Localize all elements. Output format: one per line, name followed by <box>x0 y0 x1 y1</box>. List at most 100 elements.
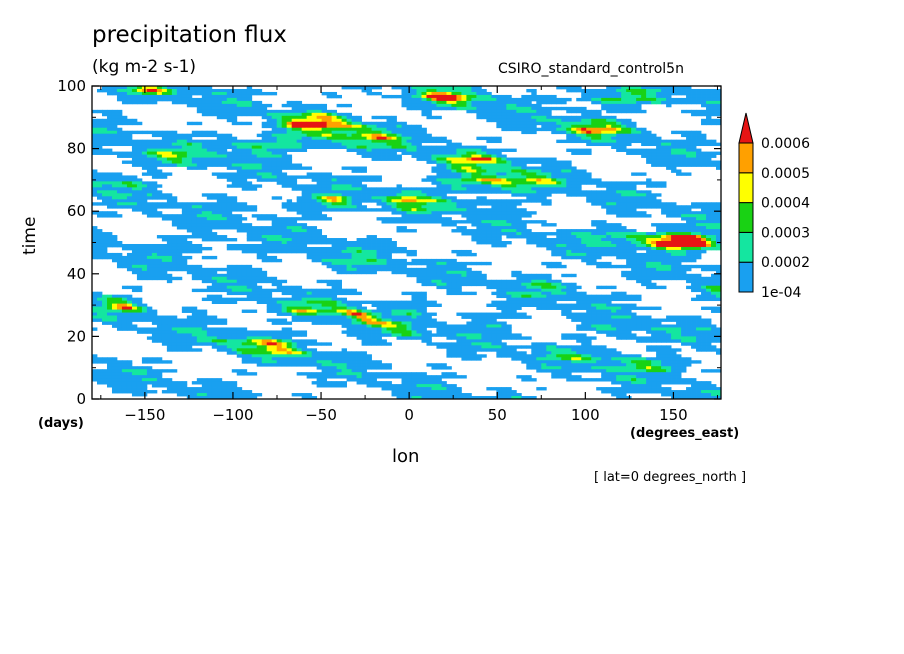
field-cell <box>541 199 547 203</box>
x-axis-unit: (degrees_east) <box>630 426 740 441</box>
field-cell <box>496 187 502 191</box>
field-cell <box>216 175 223 179</box>
field-cell <box>156 258 163 263</box>
field-cell <box>246 86 253 90</box>
field-cell <box>361 246 367 251</box>
field-cell <box>256 109 263 114</box>
field-cell <box>156 243 163 248</box>
field-cell <box>521 103 527 108</box>
field-cell <box>646 246 652 251</box>
field-cell <box>501 214 507 218</box>
field-cell <box>626 151 632 155</box>
field-cell <box>691 205 697 209</box>
field-cell <box>496 169 502 173</box>
field-cell <box>701 205 707 209</box>
field-cell <box>566 163 572 167</box>
field-cell <box>186 142 193 147</box>
field-cell <box>426 199 432 203</box>
field-cell <box>411 91 417 96</box>
field-cell <box>651 163 657 167</box>
field-cell <box>226 214 233 218</box>
field-cell <box>551 243 557 248</box>
field-cell <box>316 187 323 191</box>
field-cell <box>266 118 273 123</box>
field-cell <box>491 169 497 173</box>
field-cell <box>691 235 697 239</box>
field-cell <box>571 118 577 123</box>
field-cell <box>551 264 557 269</box>
field-cell <box>146 154 153 158</box>
field-cell <box>566 273 572 278</box>
field-cell <box>671 273 677 278</box>
field-cell <box>106 133 113 138</box>
field-cell <box>541 178 547 182</box>
field-cell <box>306 175 313 179</box>
field-cell <box>376 238 382 242</box>
field-cell <box>701 157 707 161</box>
field-cell <box>231 121 238 126</box>
field-cell <box>676 246 682 251</box>
field-cell <box>306 172 313 176</box>
field-cell <box>426 193 432 197</box>
field-cell <box>556 252 562 257</box>
field-cell <box>226 145 233 149</box>
field-cell <box>566 88 572 93</box>
field-cell <box>501 220 507 224</box>
field-cell <box>111 139 118 144</box>
field-cell <box>451 100 457 105</box>
field-cell <box>121 160 128 164</box>
field-cell <box>286 229 293 233</box>
field-cell <box>506 220 512 224</box>
field-cell <box>361 178 367 182</box>
field-cell <box>121 91 128 96</box>
field-cell <box>671 238 677 242</box>
field-cell <box>611 193 617 197</box>
field-cell <box>541 196 547 200</box>
field-cell <box>156 94 163 99</box>
field-cell <box>301 235 308 239</box>
field-cell <box>271 232 278 236</box>
field-cell <box>546 190 552 194</box>
field-cell <box>636 232 642 236</box>
field-cell <box>411 142 417 147</box>
field-cell <box>366 154 372 158</box>
field-cell <box>431 217 437 221</box>
field-cell <box>216 94 223 99</box>
field-cell <box>701 109 707 114</box>
field-cell <box>696 88 702 93</box>
field-cell <box>146 243 153 248</box>
field-cell <box>141 148 148 152</box>
field-cell <box>156 235 163 239</box>
field-cell <box>136 142 143 147</box>
field-cell <box>536 190 542 194</box>
field-cell <box>331 127 338 132</box>
field-cell <box>281 249 288 254</box>
field-cell <box>361 142 367 147</box>
field-cell <box>156 142 163 147</box>
field-cell <box>651 133 657 138</box>
field-cell <box>146 273 153 278</box>
field-cell <box>291 226 298 230</box>
field-cell <box>206 232 213 236</box>
field-cell <box>406 229 412 233</box>
field-cell <box>396 246 402 251</box>
field-cell <box>651 223 657 227</box>
field-cell <box>236 276 243 281</box>
field-cell <box>716 112 721 117</box>
field-cell <box>636 270 642 275</box>
field-cell <box>236 208 243 212</box>
field-cell <box>111 124 118 129</box>
field-cell <box>166 196 173 200</box>
field-cell <box>456 261 462 266</box>
field-cell <box>221 133 228 138</box>
field-cell <box>116 243 123 248</box>
field-cell <box>656 226 662 230</box>
field-cell <box>671 226 677 230</box>
field-cell <box>471 106 477 111</box>
field-cell <box>481 214 487 218</box>
field-cell <box>521 181 527 185</box>
field-cell <box>706 267 712 272</box>
field-cell <box>316 208 323 212</box>
field-cell <box>331 252 338 257</box>
field-cell <box>621 235 627 239</box>
